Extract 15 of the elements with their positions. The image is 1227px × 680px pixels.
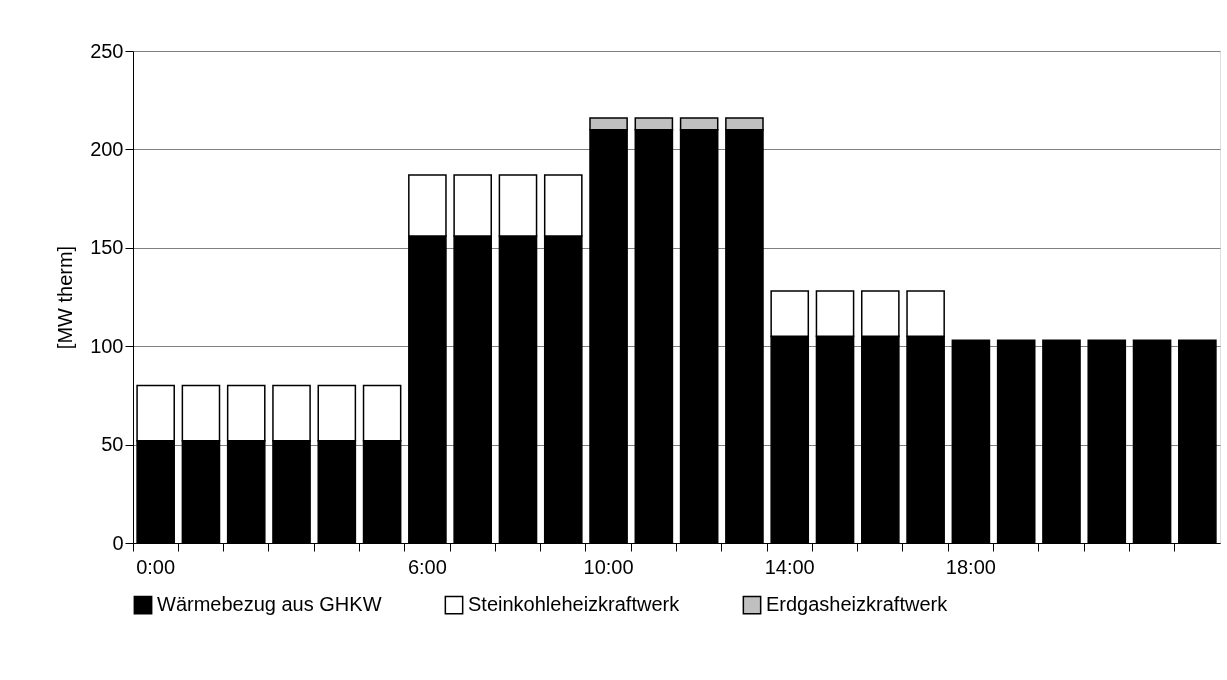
y-tick-label: 200 xyxy=(90,137,124,160)
x-tick-label: 14:00 xyxy=(764,555,815,578)
x-tick-label: 6:00 xyxy=(407,555,447,578)
y-tick-label: 50 xyxy=(101,433,124,456)
y-tick-label: 0 xyxy=(112,531,124,554)
legend-label: Steinkohleheizkraftwerk xyxy=(468,593,681,616)
x-tick-label: 10:00 xyxy=(583,555,634,578)
x-tick-label: 0:00 xyxy=(136,555,176,578)
y-tick-label: 100 xyxy=(90,334,124,357)
legend-label: Erdgasheizkraftwerk xyxy=(766,593,949,616)
x-tick-label: 18:00 xyxy=(945,555,996,578)
y-axis-title: [MW therm] xyxy=(54,245,77,350)
y-tick-label: 250 xyxy=(90,39,124,62)
y-tick-label: 150 xyxy=(90,236,124,259)
legend-label: Wärmebezug aus GHKW xyxy=(157,593,382,616)
